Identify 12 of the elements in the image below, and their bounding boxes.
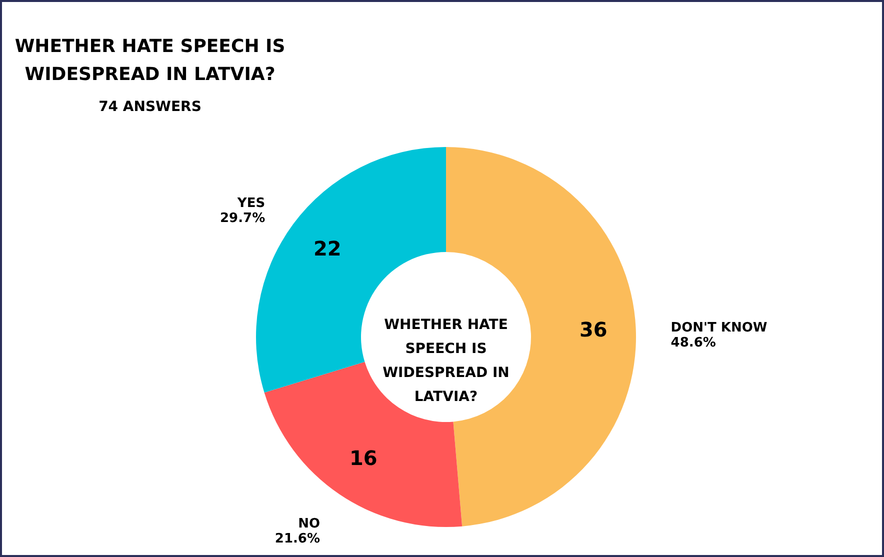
data-label: 36 (579, 318, 608, 342)
data-label: 16 (349, 446, 378, 470)
data-label: 22 (313, 236, 342, 260)
text: WHETHER HATE SPEECH IS WIDESPREAD IN LATVIA? (382, 317, 510, 405)
chart-subtitle: 74 ANSWERS (98, 99, 202, 115)
text: 21.6% (274, 531, 320, 546)
text: 48.6% (670, 335, 716, 350)
slice-label: YES (236, 196, 266, 212)
chart-title: WHETHER HATE SPEECH IS WIDESPREAD IN LATVIA? (14, 36, 286, 85)
text: 29.7% (220, 211, 266, 226)
slice-label: DON'T KNOW (670, 320, 768, 336)
slice-label: NO (298, 516, 320, 532)
